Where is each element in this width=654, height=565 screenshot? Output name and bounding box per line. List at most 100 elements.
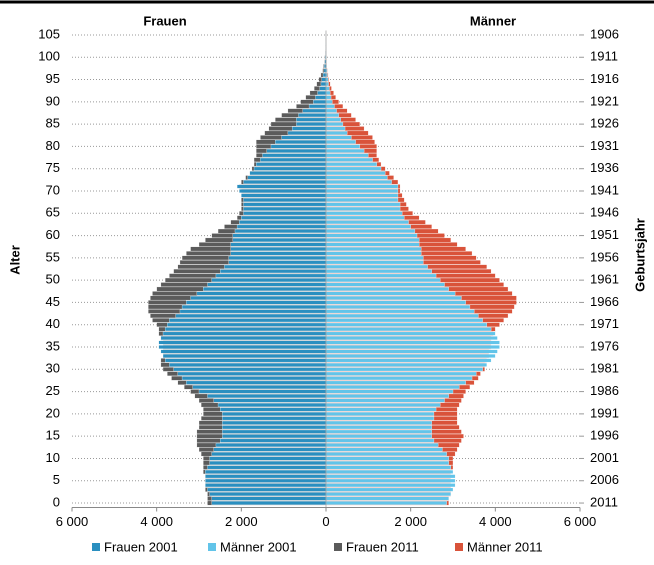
bar: [205, 478, 327, 483]
bar: [230, 251, 327, 256]
bar: [325, 126, 346, 131]
bar: [162, 331, 327, 336]
bar: [262, 153, 327, 158]
bar: [325, 251, 422, 256]
bar: [241, 193, 327, 198]
y2-tick-label: 1926: [590, 116, 619, 131]
x-tick-label: 2 000: [225, 514, 258, 529]
legend-swatch: [92, 543, 100, 551]
bar: [325, 380, 466, 385]
bar: [287, 131, 327, 135]
bar: [160, 336, 327, 340]
y-tick-label: 20: [46, 405, 60, 420]
y-tick-label: 5: [53, 472, 60, 487]
bar: [209, 461, 327, 465]
bar: [325, 376, 473, 381]
bar: [302, 108, 327, 113]
y-tick-label: 55: [46, 249, 60, 264]
y-tick-label: 95: [46, 71, 60, 86]
bar: [325, 91, 331, 95]
bar: [169, 318, 327, 323]
bar: [325, 407, 437, 412]
bar: [266, 148, 327, 153]
bar: [222, 420, 327, 425]
y2-tick-label: 1961: [590, 272, 619, 287]
bar: [160, 349, 327, 354]
bar: [243, 211, 327, 216]
bar: [325, 443, 439, 447]
bar: [236, 224, 327, 229]
bar: [325, 86, 330, 91]
bar: [325, 474, 456, 479]
y-tick-label: 10: [46, 450, 60, 465]
bar: [325, 318, 483, 323]
bar: [228, 255, 327, 260]
bar: [275, 140, 327, 144]
bar: [325, 140, 356, 144]
y-tick-label: 75: [46, 160, 60, 175]
bar: [207, 394, 327, 398]
bar: [162, 354, 327, 358]
bar: [325, 198, 399, 202]
bar: [325, 438, 435, 443]
bar: [211, 496, 327, 501]
bar: [325, 456, 449, 461]
bar: [236, 184, 327, 189]
bar: [296, 122, 327, 127]
bar: [325, 452, 447, 456]
bar: [325, 336, 498, 340]
bar: [320, 82, 327, 86]
bar: [317, 91, 327, 95]
legend-label: Männer 2001: [220, 539, 297, 554]
series-group: [325, 33, 500, 505]
bar: [247, 175, 327, 180]
bar: [198, 389, 327, 394]
y-tick-label: 85: [46, 116, 60, 131]
y-tick-label: 0: [53, 494, 60, 509]
bar: [205, 469, 327, 474]
y-tick-label: 65: [46, 205, 60, 220]
bar: [230, 247, 327, 251]
bar: [325, 135, 352, 140]
bar: [313, 99, 327, 104]
bar: [325, 492, 452, 497]
right-title: Männer: [470, 13, 516, 28]
y2-tick-label: 1956: [590, 249, 619, 264]
bar: [234, 229, 327, 233]
bar: [325, 247, 422, 251]
bar: [325, 162, 377, 167]
bar: [325, 403, 441, 407]
bar: [325, 287, 449, 291]
bar: [322, 73, 327, 77]
bar: [220, 269, 327, 274]
bar: [207, 465, 327, 470]
bar: [325, 131, 348, 135]
bar: [325, 358, 492, 363]
bar: [158, 340, 327, 345]
bar: [243, 198, 327, 202]
bar: [325, 113, 339, 118]
bar: [255, 162, 327, 167]
y2-tick-label: 1986: [590, 383, 619, 398]
bar: [325, 171, 386, 176]
bar: [224, 264, 327, 269]
y2-tick-label: 1916: [590, 71, 619, 86]
bar: [164, 327, 327, 332]
bar: [325, 238, 420, 242]
bar: [298, 113, 327, 118]
bar: [325, 327, 492, 332]
bar: [325, 465, 452, 470]
bar: [325, 434, 432, 439]
bar: [325, 309, 475, 314]
bar: [211, 278, 327, 283]
bar: [186, 380, 327, 385]
bar: [325, 202, 401, 207]
x-tick-label: 6 000: [564, 514, 597, 529]
bar: [325, 313, 479, 318]
y-tick-label: 70: [46, 182, 60, 197]
x-tick-label: 2 000: [394, 514, 427, 529]
y2-tick-label: 1906: [590, 26, 619, 41]
y2-tick-label: 1946: [590, 205, 619, 220]
bar: [175, 313, 327, 318]
y-tick-label: 45: [46, 294, 60, 309]
